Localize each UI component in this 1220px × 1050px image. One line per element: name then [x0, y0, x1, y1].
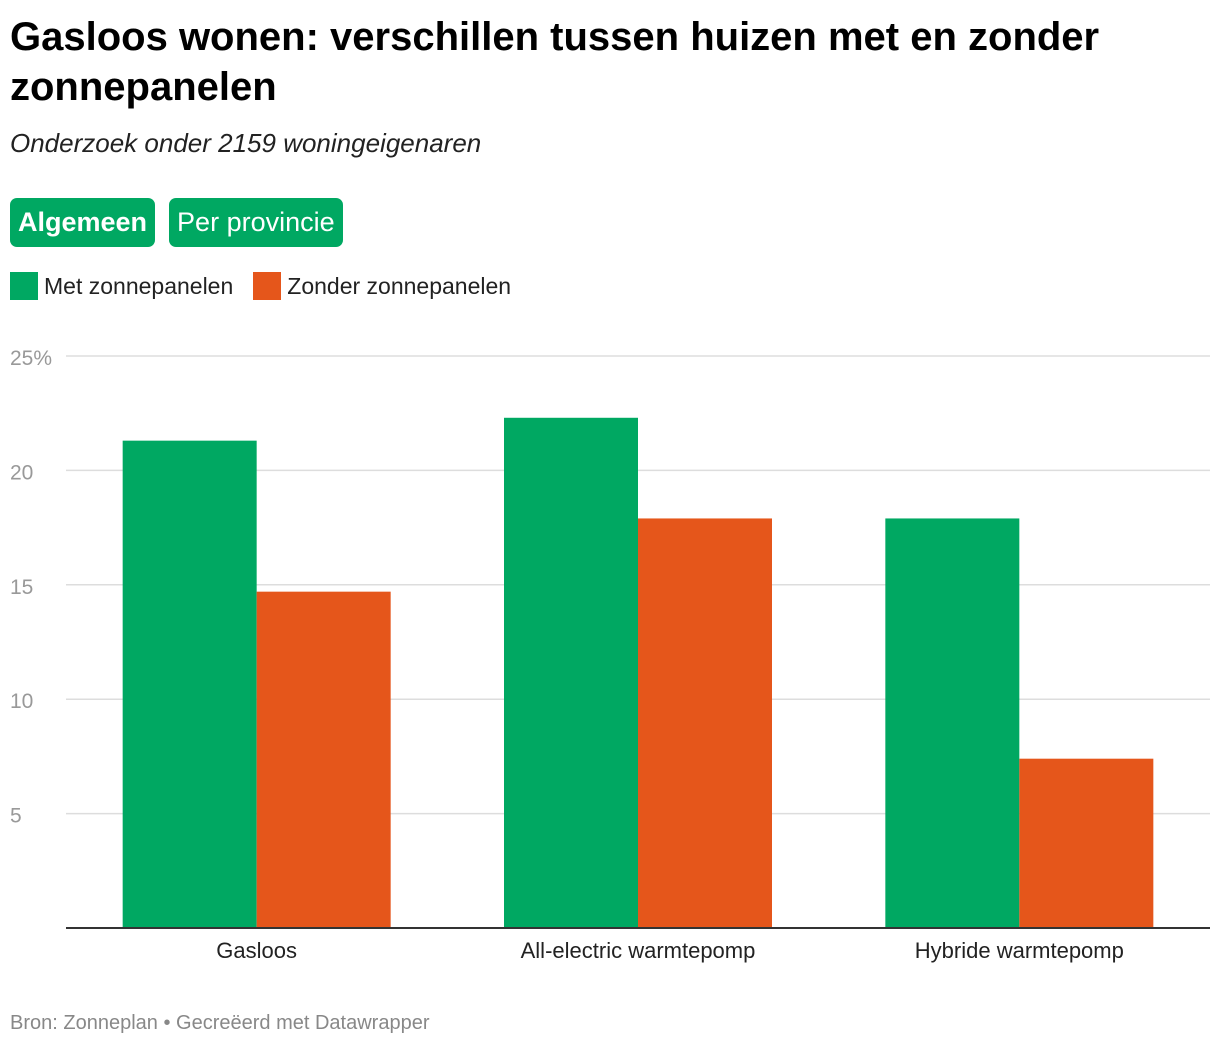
y-tick-label-25: 25% [10, 347, 52, 370]
bar-met-0 [122, 440, 257, 928]
x-tick-label-1: All-electric warmtepomp [521, 938, 756, 963]
legend-label-met: Met zonnepanelen [44, 272, 234, 299]
chart-subtitle: Onderzoek onder 2159 woningeigenaren [10, 128, 482, 158]
legend-label-zonder: Zonder zonnepanelen [287, 272, 512, 299]
bar-zonder-1 [638, 518, 772, 928]
chart-title: Gasloos wonen: verschillen tussen huizen… [10, 15, 1100, 109]
x-tick-label-2: Hybride warmtepomp [915, 938, 1124, 963]
credit-text: Gecreëerd met Datawrapper [176, 1012, 430, 1034]
y-tick-label-15: 15 [10, 576, 33, 599]
y-tick-label-10: 10 [10, 690, 33, 713]
bar-met-1 [504, 417, 638, 928]
x-tick-label-0: Gasloos [216, 938, 297, 963]
source-text: Bron: Zonneplan [10, 1012, 158, 1034]
y-tick-label-20: 20 [10, 461, 33, 484]
bar-zonder-0 [256, 591, 391, 928]
tab-per-provincie-button[interactable]: Per provincie [169, 198, 343, 247]
legend-item-met: Met zonnepanelen [10, 272, 233, 300]
bar-met-2 [885, 518, 1020, 928]
legend-swatch-met [10, 272, 38, 300]
view-toggle: Algemeen Per provincie [10, 198, 343, 247]
legend-item-zonder: Zonder zonnepanelen [253, 272, 511, 300]
chart-footer: Bron: Zonneplan • Gecreëerd met Datawrap… [10, 1012, 429, 1035]
footer-separator: • [163, 1012, 171, 1034]
legend-swatch-zonder [253, 272, 282, 300]
tab-algemeen-button[interactable]: Algemeen [10, 198, 156, 247]
y-tick-label-5: 5 [10, 805, 22, 828]
bar-chart: 5 10 15 20 25% Gasloos All-electric warmtepomp… [10, 347, 1210, 963]
bar-zonder-2 [1019, 758, 1154, 928]
chart-legend: Met zonnepanelen Zonder zonnepanelen [10, 272, 531, 300]
